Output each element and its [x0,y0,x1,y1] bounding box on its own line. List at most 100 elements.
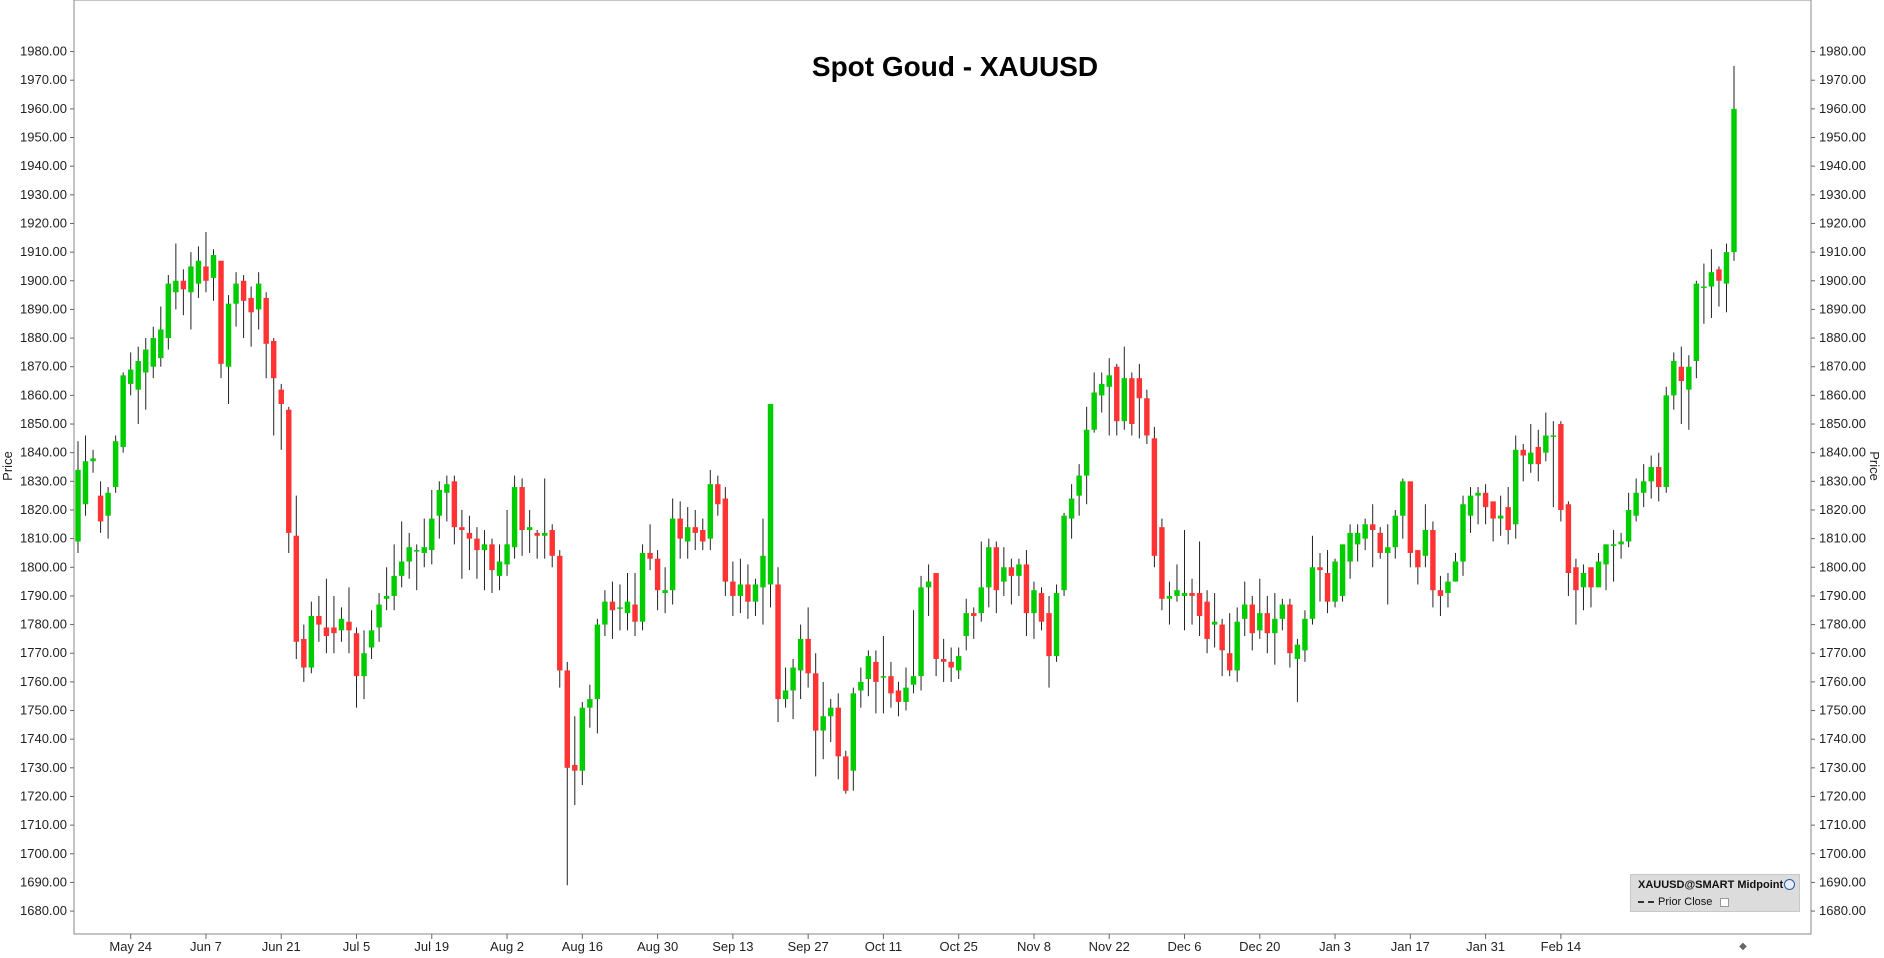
x-tick-label: Feb 14 [1541,939,1581,954]
candle-body-down [1151,438,1158,556]
candle-body-down [1407,481,1414,553]
y-tick-label: 1800.00 [20,559,67,574]
x-tick-label: Jan 31 [1466,939,1505,954]
candle-body-down [1656,467,1662,488]
legend[interactable]: XAUUSD@SMART Midpoint Prior Close [1630,874,1800,912]
candle-body-up [986,547,992,588]
candle-body-down [1114,366,1120,422]
y-tick-label: 1860.00 [20,387,67,402]
candle-body-down [1565,504,1572,574]
candle-body-up [587,699,593,708]
candle-body-down [715,484,721,505]
candle-body-up [1302,618,1308,651]
candle-body-down [572,764,578,771]
y-tick-label: 1920.00 [20,215,67,230]
candle-body-down [1023,564,1030,614]
candle-body-up [436,489,443,516]
candle-body-up [1400,481,1406,516]
y-tick-label: 1780.00 [20,617,67,632]
x-tick-label: Oct 25 [940,939,978,954]
candle-body-up [120,375,126,447]
settings-icon[interactable] [1784,879,1795,890]
legend-item-prior-close[interactable]: Prior Close [1638,896,1730,908]
candle-body-down [1369,524,1376,531]
candle-body-down [775,584,781,700]
y-tick-label: 1960.00 [1819,101,1866,116]
candle-body-up [1354,532,1361,545]
candle-body-up [1701,286,1707,289]
candle-body-up [481,544,488,551]
candle-body-down [323,627,330,637]
candle-body-up [338,618,345,631]
scroll-right-icon[interactable]: ◆ [1739,941,1747,952]
y-tick-label: 1850.00 [20,416,67,431]
candle-body-down [1046,613,1052,657]
candle-body-up [752,584,759,602]
checkbox-icon[interactable] [1720,897,1730,907]
x-tick-label: Aug 16 [562,939,603,954]
candle-body-up [361,653,367,677]
x-tick-label: May 24 [109,939,152,954]
candle-body-down [1716,269,1722,281]
candle-body-up [880,676,887,678]
x-axis: May 24 Jun 7 Jun 21 Jul 5 Jul 19 Aug 2 Aug 16 A… [109,934,1581,954]
candle-body-up [391,575,397,596]
candle-body-up [414,550,420,552]
candle-body-up [541,532,548,536]
y-tick-label: 1810.00 [20,531,67,546]
candle-body-up [255,283,262,310]
candle-body-down [489,544,495,571]
candle-body-down [1287,604,1293,654]
candle-body-up [684,527,691,542]
candle-body-down [1415,550,1421,568]
candle-body-down [843,756,849,791]
x-tick-label: Nov 22 [1089,939,1130,954]
candle-body-up [1731,108,1737,253]
candle-body-down [316,615,322,625]
candle-body-down [203,266,209,281]
candles-layer [75,65,1737,886]
candle-body-down [331,627,337,634]
y-tick-label: 1870.00 [1819,359,1866,374]
y-axis-left: 1680.00 1690.00 1700.00 1710.00 1720.00 1730.… [20,44,74,918]
candle-body-down [557,555,563,671]
candle-body-up [790,667,796,691]
candle-body-up [308,615,315,668]
candle-body-up [504,544,510,565]
y-tick-label: 1830.00 [1819,473,1866,488]
candle-body-up [1181,593,1188,596]
candle-body-down [1264,613,1271,634]
candle-body-up [1610,544,1617,546]
x-tick-label: Dec 6 [1168,939,1202,954]
candle-body-down [1008,567,1015,576]
candle-body-down [895,690,902,702]
dashed-line-icon [1638,901,1654,903]
x-tick-label: Sep 13 [712,939,753,954]
candle-body-down [1377,532,1383,553]
candle-body-up [398,561,405,576]
candle-body-up [496,561,503,576]
candle-body-down [346,621,352,631]
candle-body-up [406,547,412,562]
candle-body-up [526,527,533,531]
candle-body-up [1053,593,1060,657]
x-tick-label: Jan 3 [1319,939,1351,954]
candle-body-up [1121,378,1128,422]
candle-body-up [1708,272,1715,287]
candle-body-down [1129,378,1135,425]
y-tick-label: 1880.00 [20,330,67,345]
candle-body-up [858,681,864,691]
candle-body-down [1573,567,1579,591]
candle-body-up [1091,392,1097,430]
candle-body-up [978,587,984,614]
candle-body-up [1633,492,1639,516]
candle-body-up [737,584,744,596]
candle-body-up [1618,541,1624,545]
candle-body-up [1083,429,1090,476]
candle-body-up [617,607,623,609]
candle-body-down [888,676,894,694]
y-tick-label: 1910.00 [20,244,67,259]
candle-body-up [1272,618,1278,634]
y-tick-label: 1710.00 [1819,817,1866,832]
candle-body-up [1595,561,1602,588]
